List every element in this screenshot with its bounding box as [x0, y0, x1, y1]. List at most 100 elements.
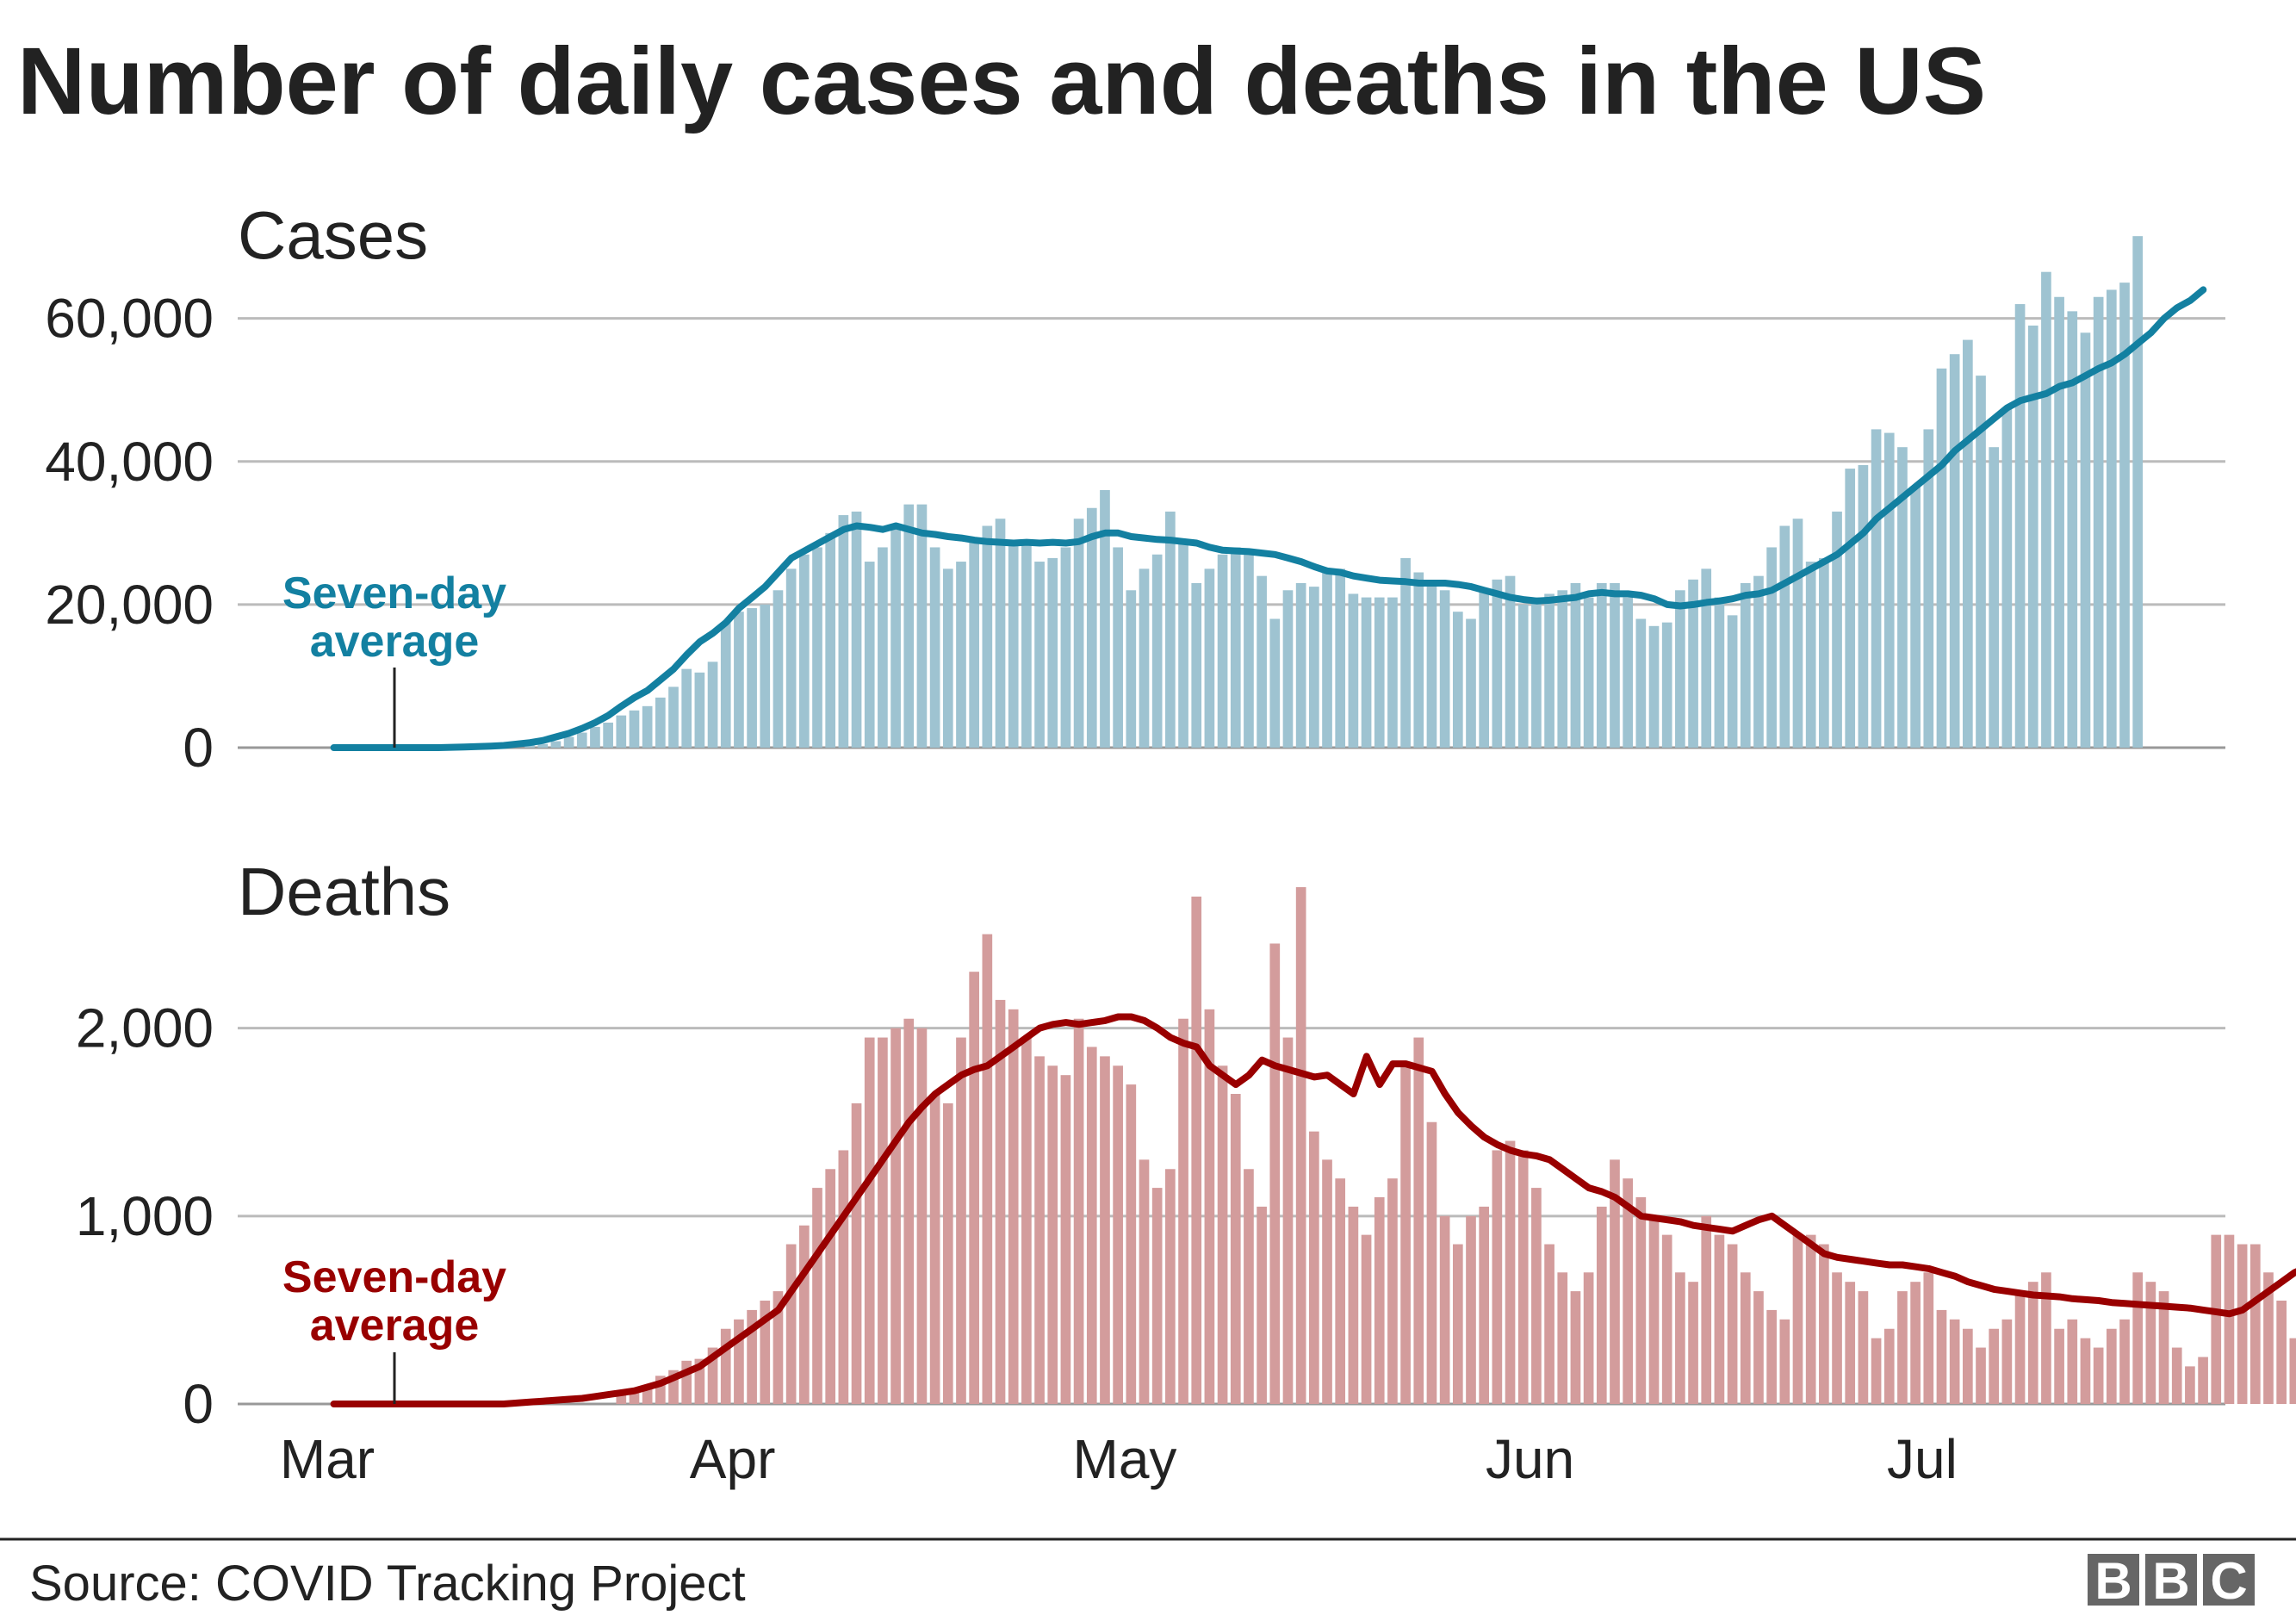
cases-bar [1897, 447, 1908, 748]
cases-bar [995, 519, 1006, 748]
deaths-bar [2119, 1319, 2130, 1404]
deaths-bar [2145, 1282, 2156, 1404]
cases-bar [668, 686, 679, 748]
cases-bar [812, 547, 822, 748]
deaths-bar [1466, 1215, 1476, 1404]
deaths-bar [2014, 1291, 2026, 1404]
x-tick-label: Mar [280, 1428, 375, 1490]
cases-bar [1335, 568, 1346, 748]
deaths-bar [1570, 1291, 1581, 1404]
deaths-bar [668, 1370, 679, 1404]
cases-bar [1557, 590, 1568, 748]
cases-bar [1963, 339, 1973, 748]
deaths-bar [1073, 1018, 1084, 1404]
deaths-bar [1976, 1347, 1986, 1404]
cases-bar [2106, 289, 2117, 748]
cases-bar [747, 608, 757, 748]
deaths-bar [1779, 1319, 1790, 1404]
deaths-bar [1400, 1065, 1411, 1404]
cases-bar [590, 726, 600, 748]
cases-bar [1426, 582, 1437, 748]
cases-bar [1949, 354, 1960, 748]
cases-bar [1779, 525, 1790, 748]
deaths-bar [1165, 1169, 1176, 1404]
x-tick-label: May [1073, 1428, 1177, 1490]
deaths-bar [1322, 1159, 1332, 1404]
cases-bar [1400, 557, 1411, 748]
deaths-y-tick-label: 2,000 [76, 997, 214, 1059]
deaths-bar [825, 1169, 836, 1404]
deaths-bar [1230, 1094, 1241, 1404]
deaths-bar [2276, 1301, 2287, 1404]
cases-bar [1191, 582, 1202, 748]
cases-bar [1910, 486, 1921, 748]
deaths-bars [616, 887, 2296, 1404]
deaths-bar [2158, 1291, 2169, 1404]
cases-bar [2001, 407, 2013, 748]
deaths-bar [1923, 1272, 1934, 1404]
deaths-bar [956, 1037, 966, 1404]
deaths-bar [1348, 1206, 1359, 1404]
cases-bar [2067, 311, 2078, 748]
deaths-bar [2289, 1338, 2296, 1404]
cases-bar [1204, 568, 1215, 748]
cases-bar [2041, 271, 2051, 748]
cases-bar [1295, 582, 1306, 748]
deaths-bar [1819, 1244, 1829, 1404]
cases-bar [1648, 625, 1660, 748]
deaths-bar [1021, 1037, 1032, 1404]
cases-bar [1714, 597, 1725, 748]
deaths-bar [1544, 1244, 1554, 1404]
deaths-bar [1623, 1178, 1633, 1404]
deaths-bar [1479, 1206, 1490, 1404]
cases-bar [1322, 568, 1332, 748]
cases-bar [1871, 429, 1882, 748]
cases-bar [1596, 582, 1607, 748]
cases-bar [707, 662, 718, 748]
deaths-bar [1217, 1065, 1228, 1404]
cases-bar [629, 710, 640, 748]
cases-bar [694, 672, 705, 748]
x-tick-label: Jul [1887, 1428, 1958, 1490]
deaths-bar [1335, 1178, 1346, 1404]
deaths-bar [1309, 1131, 1319, 1404]
deaths-bar [1845, 1282, 1856, 1404]
cases-bar [1531, 597, 1542, 748]
deaths-bar [864, 1037, 875, 1404]
x-tick-label: Apr [690, 1428, 776, 1490]
cases-bar [1086, 507, 1097, 748]
deaths-bar [1452, 1244, 1463, 1404]
deaths-bar [1282, 1037, 1294, 1404]
deaths-panel: Deaths 0 1,000 2,000 Seven-day average [76, 854, 2296, 1435]
cases-bar [956, 562, 966, 748]
cases-bar [1008, 540, 1019, 748]
deaths-bar [1635, 1197, 1647, 1404]
cases-bar [1688, 579, 1698, 748]
deaths-bar [838, 1150, 849, 1404]
deaths-bar [2224, 1234, 2235, 1404]
cases-bar [1923, 429, 1934, 748]
deaths-bar [655, 1376, 666, 1404]
deaths-bar [1871, 1338, 1882, 1404]
deaths-bar [1688, 1282, 1698, 1404]
cases-bar [1282, 590, 1294, 748]
cases-bar [2054, 296, 2064, 748]
cases-bar [1701, 568, 1712, 748]
deaths-bar [1517, 1150, 1529, 1404]
cases-bar [1989, 447, 2000, 748]
cases-bar [1936, 368, 1947, 748]
cases-bar [942, 568, 953, 748]
deaths-bar [1675, 1272, 1685, 1404]
cases-bar [642, 705, 653, 748]
deaths-bar [1244, 1169, 1254, 1404]
deaths-bar [2054, 1328, 2064, 1404]
cases-seven-day-average-line [330, 286, 2207, 751]
x-axis: Mar Apr May Jun Jul [280, 1428, 1958, 1490]
deaths-bar [629, 1392, 640, 1404]
deaths-bar [2198, 1357, 2208, 1404]
cases-bar [903, 504, 915, 748]
cases-bar [929, 547, 940, 748]
cases-bar [1623, 597, 1633, 748]
cases-bar [1126, 590, 1137, 748]
